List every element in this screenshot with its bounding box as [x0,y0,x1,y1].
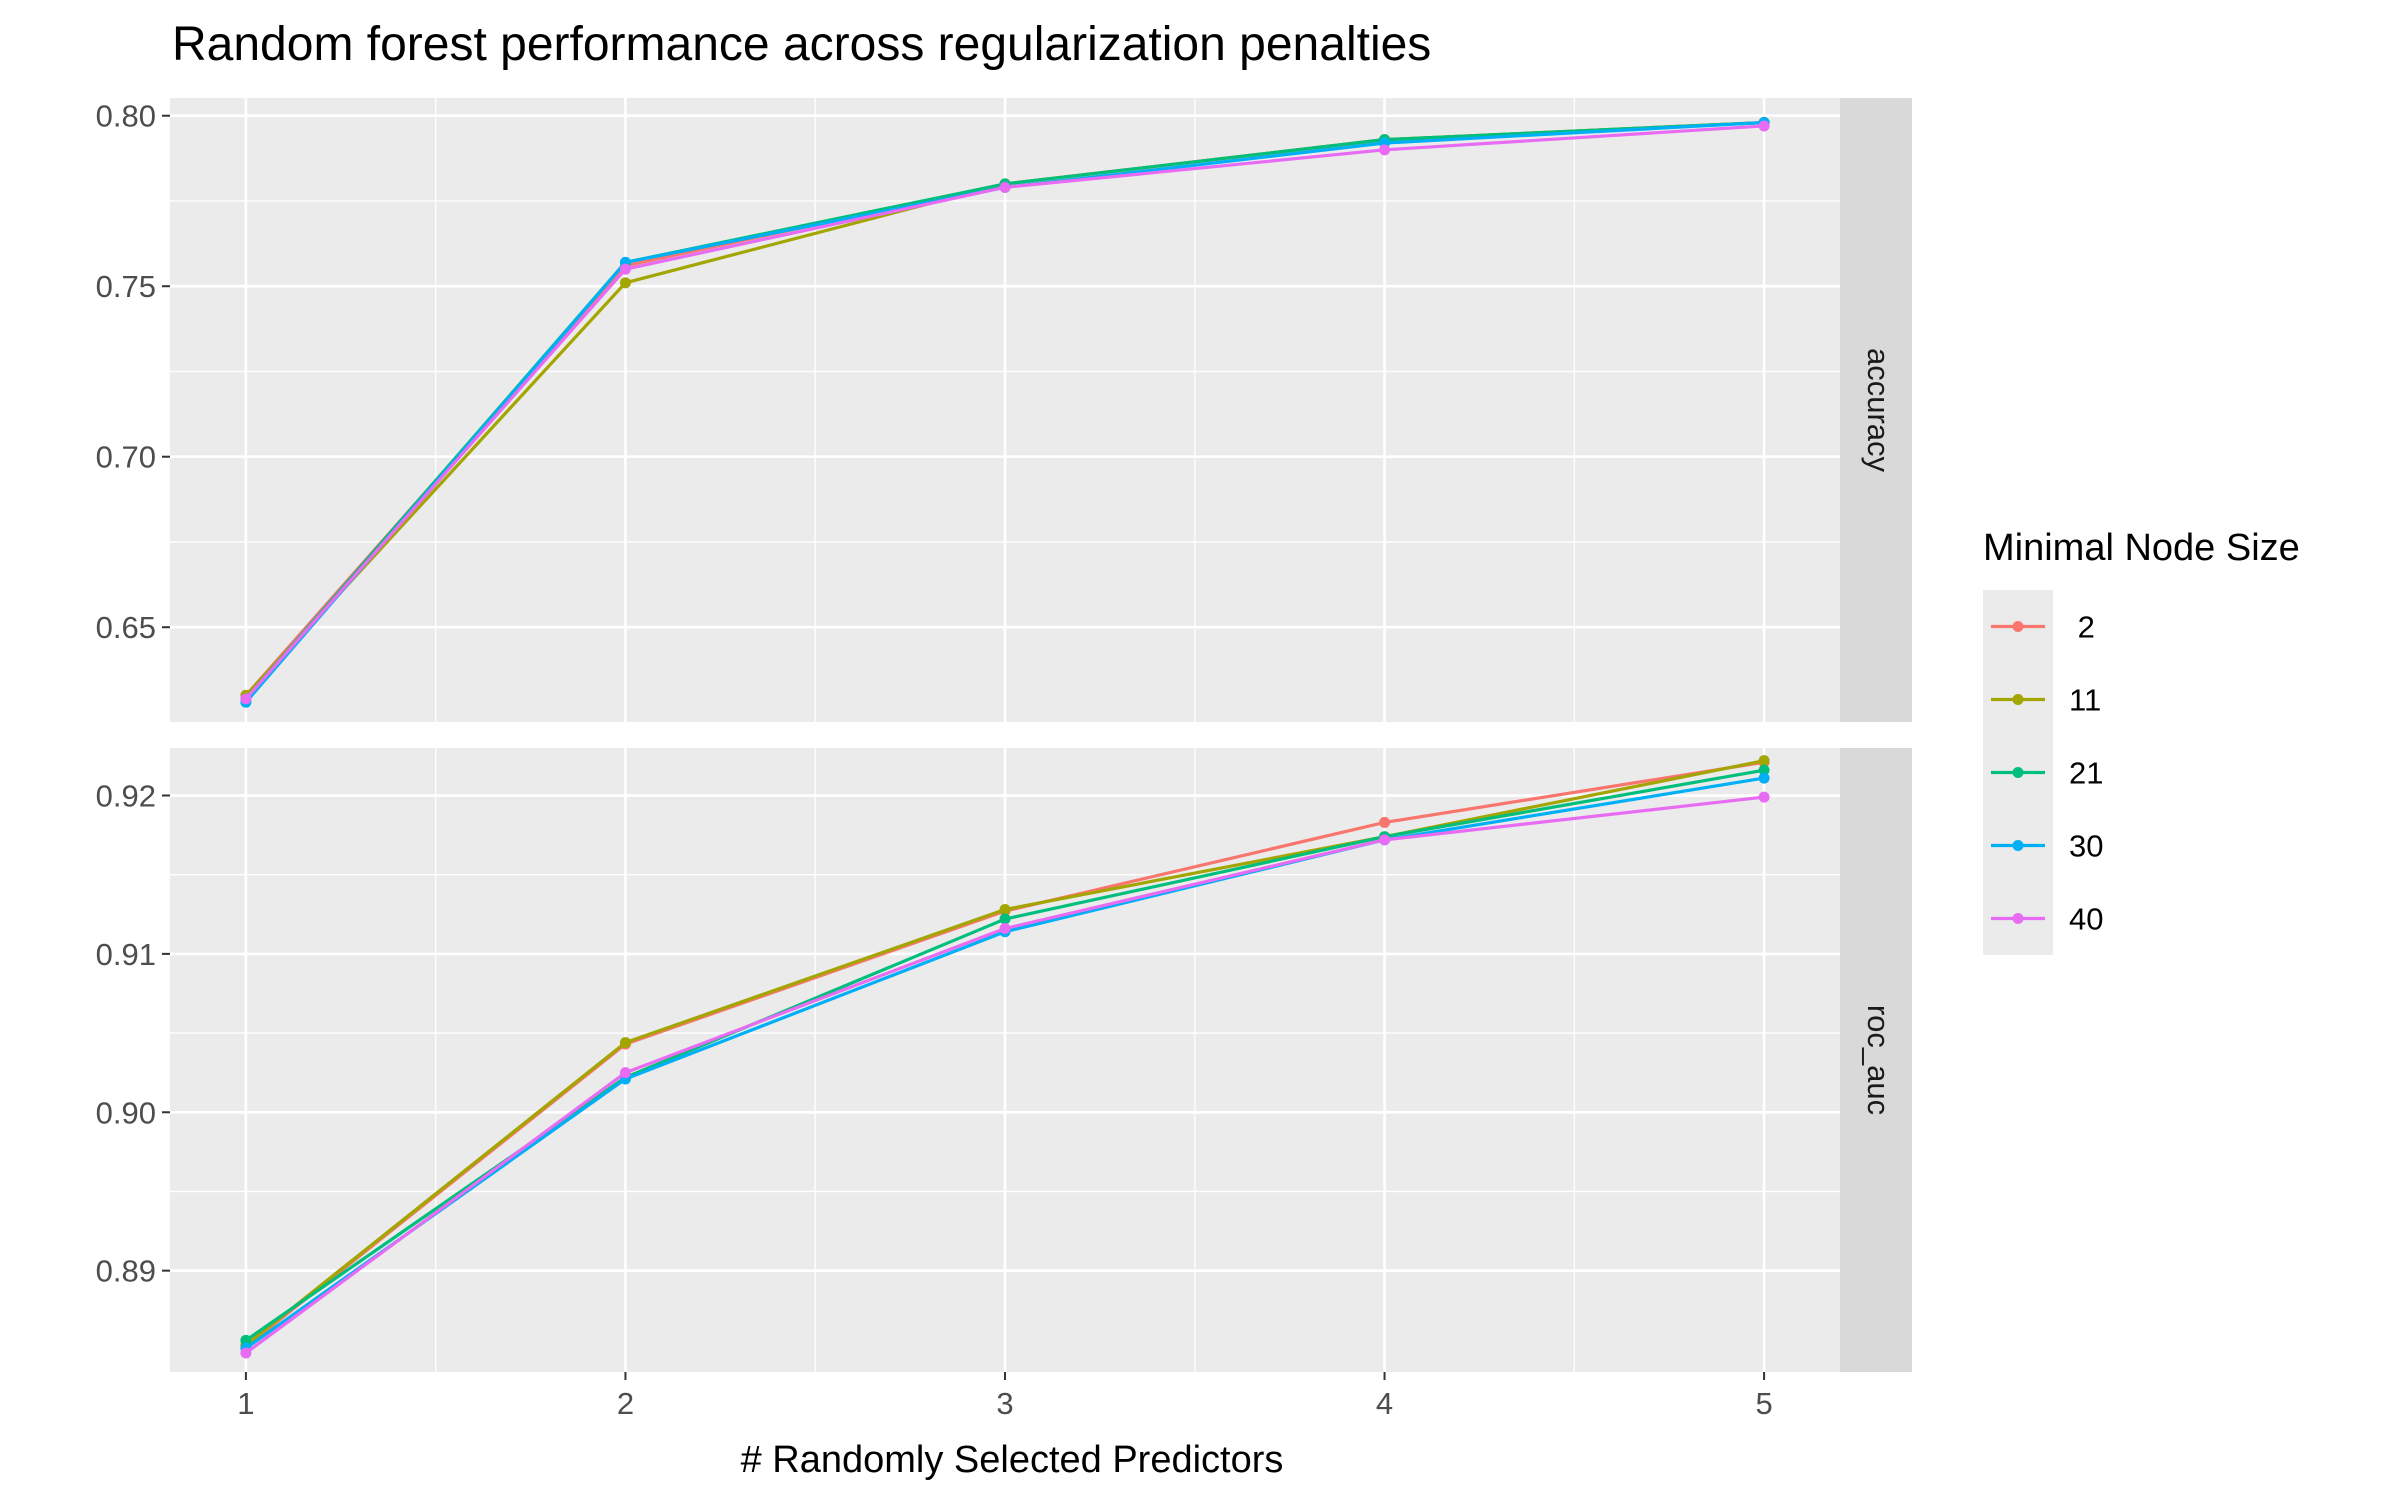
data-point [1758,120,1770,132]
facet-strip-label: accuracy [1861,348,1896,473]
legend-item: 11 [1983,663,2101,736]
data-point [1379,816,1391,828]
y-tick-label: 0.89 [96,1254,156,1289]
data-point [1379,834,1391,846]
legend-label: 2 [2069,610,2095,645]
legend-item: 21 [1983,736,2103,809]
legend-item: 40 [1983,882,2103,955]
legend-label: 11 [2069,683,2101,718]
legend-key-point [2012,767,2024,778]
y-tick-label: 0.90 [96,1095,156,1130]
y-tick-label: 0.80 [96,99,156,134]
legend-label: 21 [2069,756,2103,791]
facet-strip [1840,98,1912,722]
series-40 [240,120,1770,705]
chart-title: Random forest performance across regular… [172,18,1431,71]
y-tick-label: 0.65 [96,610,156,645]
data-point [619,263,631,275]
data-point [240,1334,252,1346]
legend-item: 2 [1983,590,2095,663]
data-point [999,181,1011,193]
data-point [1758,772,1770,784]
legend-label: 40 [2069,902,2103,937]
x-tick-label: 2 [617,1386,634,1421]
legend-item: 30 [1983,809,2103,882]
panel-accuracy: 0.65 0.70 0.75 0.80 accuracy [96,98,1912,722]
x-axis-title: # Randomly Selected Predictors [741,1439,1284,1481]
data-point [240,693,252,705]
y-tick-label: 0.92 [96,779,156,814]
legend-key-point [2012,621,2024,632]
data-point [240,1347,252,1359]
legend-key-point [2012,840,2024,851]
facet-strip [1840,748,1912,1372]
data-point [1758,791,1770,803]
x-tick-label: 1 [237,1386,254,1421]
data-point [1379,144,1391,156]
legend-key-point [2012,913,2024,924]
legend-label: 30 [2069,829,2103,864]
data-point [999,923,1011,935]
series-40 [240,791,1770,1359]
x-tick-label: 3 [996,1386,1013,1421]
legend-key-point [2012,694,2024,705]
data-point [1758,764,1770,776]
data-point [999,913,1011,925]
legend: Minimal Node Size 2 11 21 30 40 [1983,527,2300,955]
data-point [1758,755,1770,767]
data-point [619,1037,631,1049]
data-point [619,1067,631,1079]
x-tick-label: 5 [1755,1386,1772,1421]
data-point [619,277,631,289]
facet-strip-label: roc_auc [1861,1005,1896,1115]
data-point [999,904,1011,916]
y-tick-label: 0.75 [96,269,156,304]
x-axis: 1 2 3 4 5 [237,1372,1773,1421]
panel-roc_auc: 0.89 0.90 0.91 0.92 roc_auc [96,748,1912,1372]
y-tick-label: 0.70 [96,440,156,475]
legend-title: Minimal Node Size [1983,527,2300,569]
facet-panels: 0.65 0.70 0.75 0.80 accuracy 0.89 0.90 0.91 0.92… [96,98,1912,1372]
x-tick-label: 4 [1376,1386,1393,1421]
y-tick-label: 0.91 [96,937,156,972]
